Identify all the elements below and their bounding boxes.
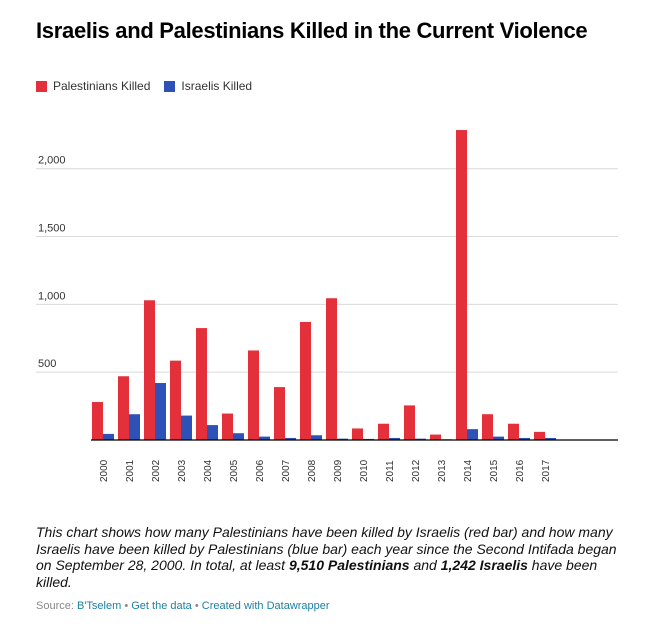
x-tick-label: 2010 xyxy=(359,459,370,482)
bar-palestinians-killed xyxy=(482,414,493,440)
bar-israelis-killed xyxy=(129,414,140,440)
created-with-link[interactable]: Created with Datawrapper xyxy=(201,600,330,612)
y-tick-label: 500 xyxy=(38,358,56,370)
description-palestinian-total: 9,510 Palestinians xyxy=(288,557,410,573)
bar-israelis-killed xyxy=(519,437,530,440)
x-tick-label: 2014 xyxy=(463,459,474,482)
description-text-3: have been killed. xyxy=(36,557,598,590)
x-tick-label: 2012 xyxy=(411,459,422,482)
bar-israelis-killed xyxy=(415,438,426,440)
bar-israelis-killed xyxy=(389,437,400,440)
x-tick-label: 2013 xyxy=(437,459,448,482)
source-label: Source: xyxy=(36,600,74,612)
x-tick-label: 2000 xyxy=(99,459,110,482)
bar-israelis-killed xyxy=(181,415,192,440)
x-tick-label: 2016 xyxy=(515,459,526,482)
bar-palestinians-killed xyxy=(274,387,285,440)
x-tick-label: 2006 xyxy=(255,459,266,482)
bar-palestinians-killed xyxy=(534,431,545,440)
footer-separator-2: • xyxy=(194,600,199,612)
bar-palestinians-killed xyxy=(326,298,337,440)
chart-footer: Source: B'Tselem • Get the data • Create… xyxy=(36,600,330,612)
bar-palestinians-killed xyxy=(118,376,129,440)
get-data-link[interactable]: Get the data xyxy=(131,600,192,612)
bar-palestinians-killed xyxy=(456,130,467,440)
bar-palestinians-killed xyxy=(430,434,441,440)
bar-israelis-killed xyxy=(337,438,348,440)
legend-label-palestinians: Palestinians Killed xyxy=(53,79,151,93)
bar-israelis-killed xyxy=(155,383,166,440)
bar-palestinians-killed xyxy=(248,350,259,440)
description-text-2: and xyxy=(409,557,441,573)
y-tick-label: 1,000 xyxy=(38,290,66,302)
bar-palestinians-killed xyxy=(378,423,389,440)
bar-palestinians-killed xyxy=(404,405,415,440)
bar-israelis-killed xyxy=(233,433,244,440)
x-tick-label: 2003 xyxy=(177,459,188,482)
description-text-1: This chart shows how many Palestinians h… xyxy=(36,524,617,573)
bar-israelis-killed xyxy=(103,433,114,440)
chart-title: Israelis and Palestinians Killed in the … xyxy=(36,18,588,43)
bar-israelis-killed xyxy=(311,435,322,440)
legend-item-palestinians: Palestinians Killed xyxy=(36,79,150,93)
x-tick-label: 2005 xyxy=(229,459,240,482)
bar-palestinians-killed xyxy=(144,300,155,440)
bar-israelis-killed xyxy=(259,436,270,440)
bar-israelis-killed xyxy=(285,437,296,440)
x-tick-label: 2002 xyxy=(151,459,162,482)
legend-item-israelis: Israelis Killed xyxy=(164,79,252,93)
source-link[interactable]: B'Tselem xyxy=(76,600,122,612)
x-tick-label: 2015 xyxy=(489,459,500,482)
bar-palestinians-killed xyxy=(300,321,311,440)
chart-description: This chart shows how many Palestinians h… xyxy=(36,524,626,590)
legend-label-israelis: Israelis Killed xyxy=(181,79,253,93)
bar-palestinians-killed xyxy=(222,413,233,440)
legend-swatch-palestinians xyxy=(36,80,47,92)
x-tick-label: 2004 xyxy=(203,459,214,482)
bar-palestinians-killed xyxy=(196,328,207,440)
bar-palestinians-killed xyxy=(170,360,181,440)
bar-palestinians-killed xyxy=(508,423,519,440)
footer-separator-1: • xyxy=(124,600,129,612)
description-israeli-total: 1,242 Israelis xyxy=(440,557,528,573)
x-tick-label: 2017 xyxy=(541,459,552,482)
bar-israelis-killed xyxy=(545,437,556,440)
bar-israelis-killed xyxy=(493,436,504,440)
y-tick-label: 1,500 xyxy=(38,223,66,235)
x-tick-label: 2001 xyxy=(125,459,136,482)
x-tick-label: 2009 xyxy=(333,459,344,482)
y-tick-label: 2,000 xyxy=(38,155,66,167)
legend-swatch-israelis xyxy=(164,80,176,92)
chart-legend: Palestinians Killed Israelis Killed xyxy=(36,79,266,93)
bar-israelis-killed xyxy=(207,425,218,440)
bar-palestinians-killed xyxy=(352,428,363,440)
x-tick-label: 2008 xyxy=(307,459,318,482)
bar-chart: 500 1,000 1,500 2,000 2000 2001 2002 2003 2004 20… xyxy=(36,130,618,482)
x-tick-label: 2007 xyxy=(281,459,292,482)
x-tick-label: 2011 xyxy=(385,460,396,482)
bar-israelis-killed xyxy=(467,429,478,440)
bar-palestinians-killed xyxy=(92,402,103,440)
